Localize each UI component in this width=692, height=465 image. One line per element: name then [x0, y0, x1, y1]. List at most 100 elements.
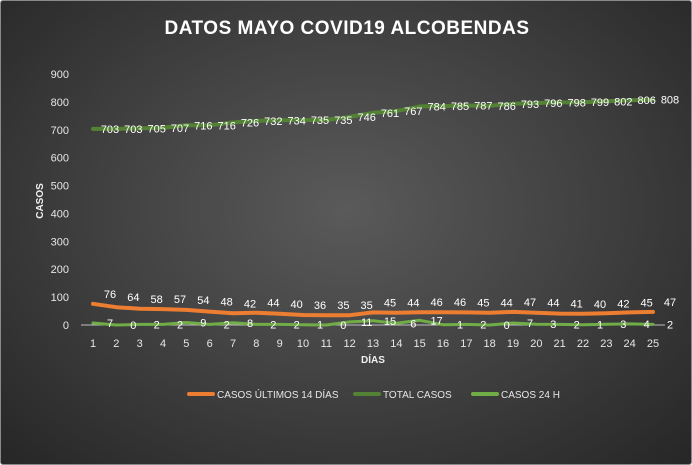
data-label: 2 [154, 319, 160, 331]
data-label: 2 [270, 319, 276, 331]
x-tick-label: 8 [253, 338, 259, 350]
data-label: 40 [594, 299, 606, 311]
x-axis-title: DÍAS [361, 353, 385, 366]
data-label: 48 [221, 297, 233, 309]
data-label: 746 [357, 112, 375, 124]
data-label: 45 [384, 297, 396, 309]
data-label: 76 [104, 289, 116, 301]
y-tick-label: 600 [51, 153, 69, 165]
data-label: 11 [361, 317, 372, 329]
data-label: 798 [567, 97, 585, 109]
data-label: 2 [177, 319, 183, 331]
x-tick-label: 3 [137, 338, 143, 350]
data-label: 44 [407, 298, 419, 310]
x-tick-label: 12 [344, 338, 356, 350]
series-line [91, 318, 655, 327]
data-label: 17 [431, 315, 443, 327]
data-label: 47 [524, 297, 536, 309]
data-label: 735 [311, 115, 329, 127]
data-label: 716 [217, 120, 235, 132]
y-tick-label: 700 [51, 125, 69, 137]
data-label: 1 [317, 320, 323, 332]
data-label: 46 [454, 297, 466, 309]
y-axis-ticks: 0 100 200 300 400 500 600 700 800 900 [51, 69, 69, 332]
y-tick-label: 200 [51, 264, 69, 276]
data-label: 787 [474, 101, 492, 113]
data-label: 0 [504, 320, 510, 332]
x-tick-label: 7 [230, 338, 236, 350]
series-line [91, 301, 655, 318]
data-label: 726 [241, 118, 259, 130]
x-tick-label: 9 [277, 338, 283, 350]
data-label: 46 [431, 297, 443, 309]
data-label: 796 [544, 98, 562, 110]
data-labels: 76 64 58 57 54 48 42 44 40 36 35 35 45 44 46 46 45 44 47 44… [101, 95, 679, 332]
x-axis-ticks: 1 2 3 4 5 6 7 8 9 10 11 12 13 14 15 16 17 18 19 20 21 22 23 24 2… [90, 338, 659, 350]
data-label: 42 [617, 298, 629, 310]
data-label: 35 [337, 300, 349, 312]
data-label: 0 [340, 320, 346, 332]
data-label: 6 [410, 318, 416, 330]
data-label: 3 [620, 319, 626, 331]
data-label: 2 [224, 319, 230, 331]
data-label: 705 [147, 123, 165, 135]
data-label: 3 [550, 319, 556, 331]
x-tick-label: 22 [577, 338, 589, 350]
data-label: 703 [124, 124, 142, 136]
data-label: 806 [637, 95, 655, 107]
x-tick-label: 16 [437, 338, 449, 350]
data-label: 2 [574, 319, 580, 331]
x-tick-label: 18 [484, 338, 496, 350]
data-label: 761 [381, 108, 399, 120]
data-label: 7 [527, 318, 533, 330]
x-tick-label: 20 [530, 338, 542, 350]
data-label: 808 [661, 95, 679, 107]
x-tick-label: 23 [600, 338, 612, 350]
legend-label: CASOS 24 H [501, 390, 560, 401]
data-label: 793 [521, 99, 539, 111]
data-label: 47 [664, 297, 676, 309]
data-label: 40 [291, 299, 303, 311]
data-label: 54 [197, 295, 209, 307]
data-label: 36 [314, 300, 326, 312]
x-tick-label: 24 [624, 338, 636, 350]
data-label: 703 [101, 124, 119, 136]
y-tick-label: 500 [51, 181, 69, 193]
data-label: 1 [597, 320, 603, 332]
x-tick-label: 19 [507, 338, 519, 350]
data-label: 735 [334, 115, 352, 127]
series-line [91, 97, 655, 131]
y-tick-label: 100 [51, 292, 69, 304]
data-label: 785 [451, 101, 469, 113]
data-label: 15 [384, 316, 396, 328]
data-label: 784 [427, 101, 445, 113]
x-tick-label: 5 [183, 338, 189, 350]
data-label: 8 [247, 318, 253, 330]
data-label: 41 [571, 299, 583, 311]
data-label: 7 [107, 318, 113, 330]
data-label: 707 [171, 123, 189, 135]
data-label: 786 [497, 101, 515, 113]
data-label: 42 [244, 298, 256, 310]
data-label: 2 [294, 319, 300, 331]
x-tick-label: 21 [554, 338, 566, 350]
legend: CASOS ÚLTIMOS 14 DÍAS TOTAL CASOS CASOS 24… [187, 388, 560, 401]
data-label: 767 [404, 106, 422, 118]
chart-title: DATOS MAYO COVID19 ALCOBENDAS [165, 18, 530, 39]
data-label: 799 [591, 97, 609, 109]
data-label: 732 [264, 116, 282, 128]
x-tick-label: 4 [160, 338, 166, 350]
y-tick-label: 0 [63, 320, 69, 332]
data-label: 0 [130, 320, 136, 332]
x-tick-label: 11 [321, 338, 332, 350]
data-label: 57 [174, 294, 186, 306]
series-lines [91, 97, 655, 327]
data-label: 802 [614, 96, 632, 108]
x-tick-label: 15 [414, 338, 426, 350]
x-tick-label: 6 [207, 338, 213, 350]
y-tick-label: 400 [51, 208, 69, 220]
x-tick-label: 14 [390, 338, 402, 350]
data-label: 45 [477, 297, 489, 309]
